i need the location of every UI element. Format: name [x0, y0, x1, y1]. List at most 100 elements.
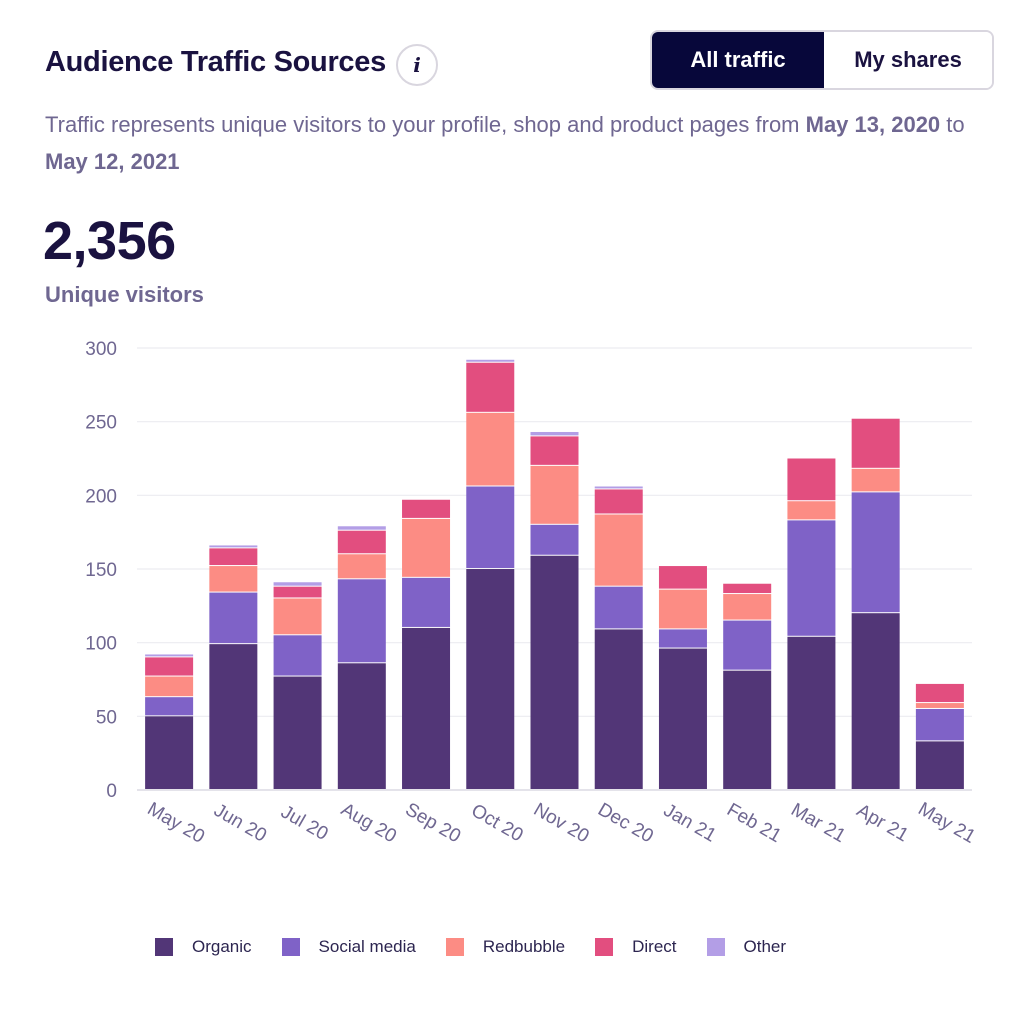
y-tick-label: 300: [85, 339, 117, 360]
bar-redbubble: [594, 514, 643, 586]
y-tick-label: 150: [85, 560, 117, 581]
bar-social-media: [851, 492, 900, 613]
bar-redbubble: [273, 598, 322, 635]
bar-other: [209, 545, 258, 548]
bar-redbubble: [787, 501, 836, 520]
legend-label: Other: [743, 937, 787, 956]
x-tick-label: Jan 21: [660, 800, 720, 847]
bar-redbubble: [209, 566, 258, 592]
bar-organic: [658, 648, 707, 789]
bar-organic: [915, 741, 964, 789]
bar-redbubble: [402, 518, 451, 577]
end-date: May 12, 2021: [45, 149, 180, 174]
x-tick-label: Dec 20: [594, 799, 657, 847]
legend-swatch: [281, 938, 300, 956]
bar-redbubble: [530, 465, 579, 524]
start-date: May 13, 2020: [805, 112, 941, 137]
bar-direct: [273, 586, 322, 598]
x-tick-label: Oct 20: [468, 800, 527, 846]
bar-direct: [594, 489, 643, 514]
bar-social-media: [594, 586, 643, 629]
legend-swatch: [155, 938, 173, 956]
total-visitors: 2,356: [43, 211, 176, 271]
legend-label: Organic: [192, 937, 252, 956]
total-visitors-label: Unique visitors: [45, 282, 204, 307]
bar-organic: [594, 629, 643, 789]
bar-direct: [145, 657, 194, 676]
x-tick-label: Jun 20: [210, 800, 270, 847]
bar-direct: [466, 362, 515, 412]
bar-organic: [273, 676, 322, 789]
bar-social-media: [530, 524, 579, 555]
bar-organic: [851, 613, 900, 789]
stacked-bar-chart: 0 50 100 150 200 250 300 May 20 Jun 20 Jul 20 Aug …: [85, 339, 979, 848]
x-tick-label: Mar 21: [787, 799, 849, 847]
bar-organic: [337, 663, 386, 789]
x-tick-label: May 20: [144, 799, 208, 848]
y-tick-label: 50: [96, 707, 117, 728]
bar-social-media: [209, 592, 258, 644]
y-tick-label: 200: [85, 486, 117, 507]
subtitle-text: Traffic represents unique visitors to yo…: [45, 112, 806, 137]
x-tick-label: Sep 20: [401, 799, 464, 847]
bar-direct: [915, 683, 964, 703]
bar-redbubble: [851, 468, 900, 492]
legend-label: Direct: [632, 937, 677, 956]
bar-organic: [209, 644, 258, 789]
legend-swatch: [706, 938, 725, 956]
legend-item-redbubble[interactable]: Redbubble: [445, 937, 566, 957]
bar-social-media: [658, 629, 707, 648]
legend-swatch: [595, 938, 614, 956]
bar-social-media: [273, 635, 322, 676]
bar-social-media: [402, 577, 451, 627]
bar-social-media: [337, 579, 386, 663]
bar-other: [337, 526, 386, 530]
bar-direct: [787, 458, 836, 501]
legend-item-direct[interactable]: Direct: [595, 937, 677, 957]
x-tick-label: Apr 21: [853, 800, 912, 846]
all-traffic-button[interactable]: All traffic: [652, 32, 824, 88]
x-tick-label: Jul 20: [277, 801, 331, 845]
legend-item-organic[interactable]: Organic: [155, 937, 252, 957]
bar-organic: [402, 627, 451, 789]
bar-direct: [209, 548, 258, 566]
x-tick-label: Feb 21: [723, 799, 785, 847]
bar-redbubble: [915, 703, 964, 708]
bar-other: [145, 654, 194, 657]
y-tick-label: 100: [85, 634, 117, 655]
bar-direct: [723, 583, 772, 594]
bar-redbubble: [658, 589, 707, 629]
traffic-toggle: All traffic My shares: [650, 30, 994, 90]
bar-organic: [723, 670, 772, 789]
bar-redbubble: [723, 594, 772, 620]
bar-direct: [851, 418, 900, 468]
bar-redbubble: [337, 554, 386, 579]
legend-label: Redbubble: [482, 937, 566, 956]
bar-direct: [402, 499, 451, 518]
bar-other: [594, 486, 643, 489]
bar-other: [466, 359, 515, 362]
my-shares-button[interactable]: My shares: [824, 32, 992, 88]
bar-social-media: [145, 697, 194, 716]
bar-direct: [658, 566, 707, 589]
bar-redbubble: [145, 676, 194, 697]
bar-social-media: [787, 520, 836, 636]
bar-other: [530, 431, 579, 436]
legend: Organic Social media Redbubble Direct Other: [155, 937, 816, 957]
legend-item-social-media[interactable]: Social media: [281, 937, 416, 957]
x-tick-label: Aug 20: [337, 799, 400, 847]
legend-swatch: [445, 938, 464, 956]
y-tick-label: 250: [85, 413, 117, 434]
info-icon[interactable]: i: [396, 44, 438, 86]
legend-item-other[interactable]: Other: [706, 937, 787, 957]
bar-social-media: [723, 620, 772, 670]
subtitle-connector: to: [940, 112, 965, 137]
bar-social-media: [915, 708, 964, 741]
bar-organic: [145, 716, 194, 789]
bar-social-media: [466, 486, 515, 568]
subtitle: Traffic represents unique visitors to yo…: [45, 106, 975, 180]
x-tick-label: May 21: [914, 799, 978, 848]
bar-organic: [787, 636, 836, 789]
bar-organic: [530, 555, 579, 789]
bar-other: [273, 582, 322, 586]
